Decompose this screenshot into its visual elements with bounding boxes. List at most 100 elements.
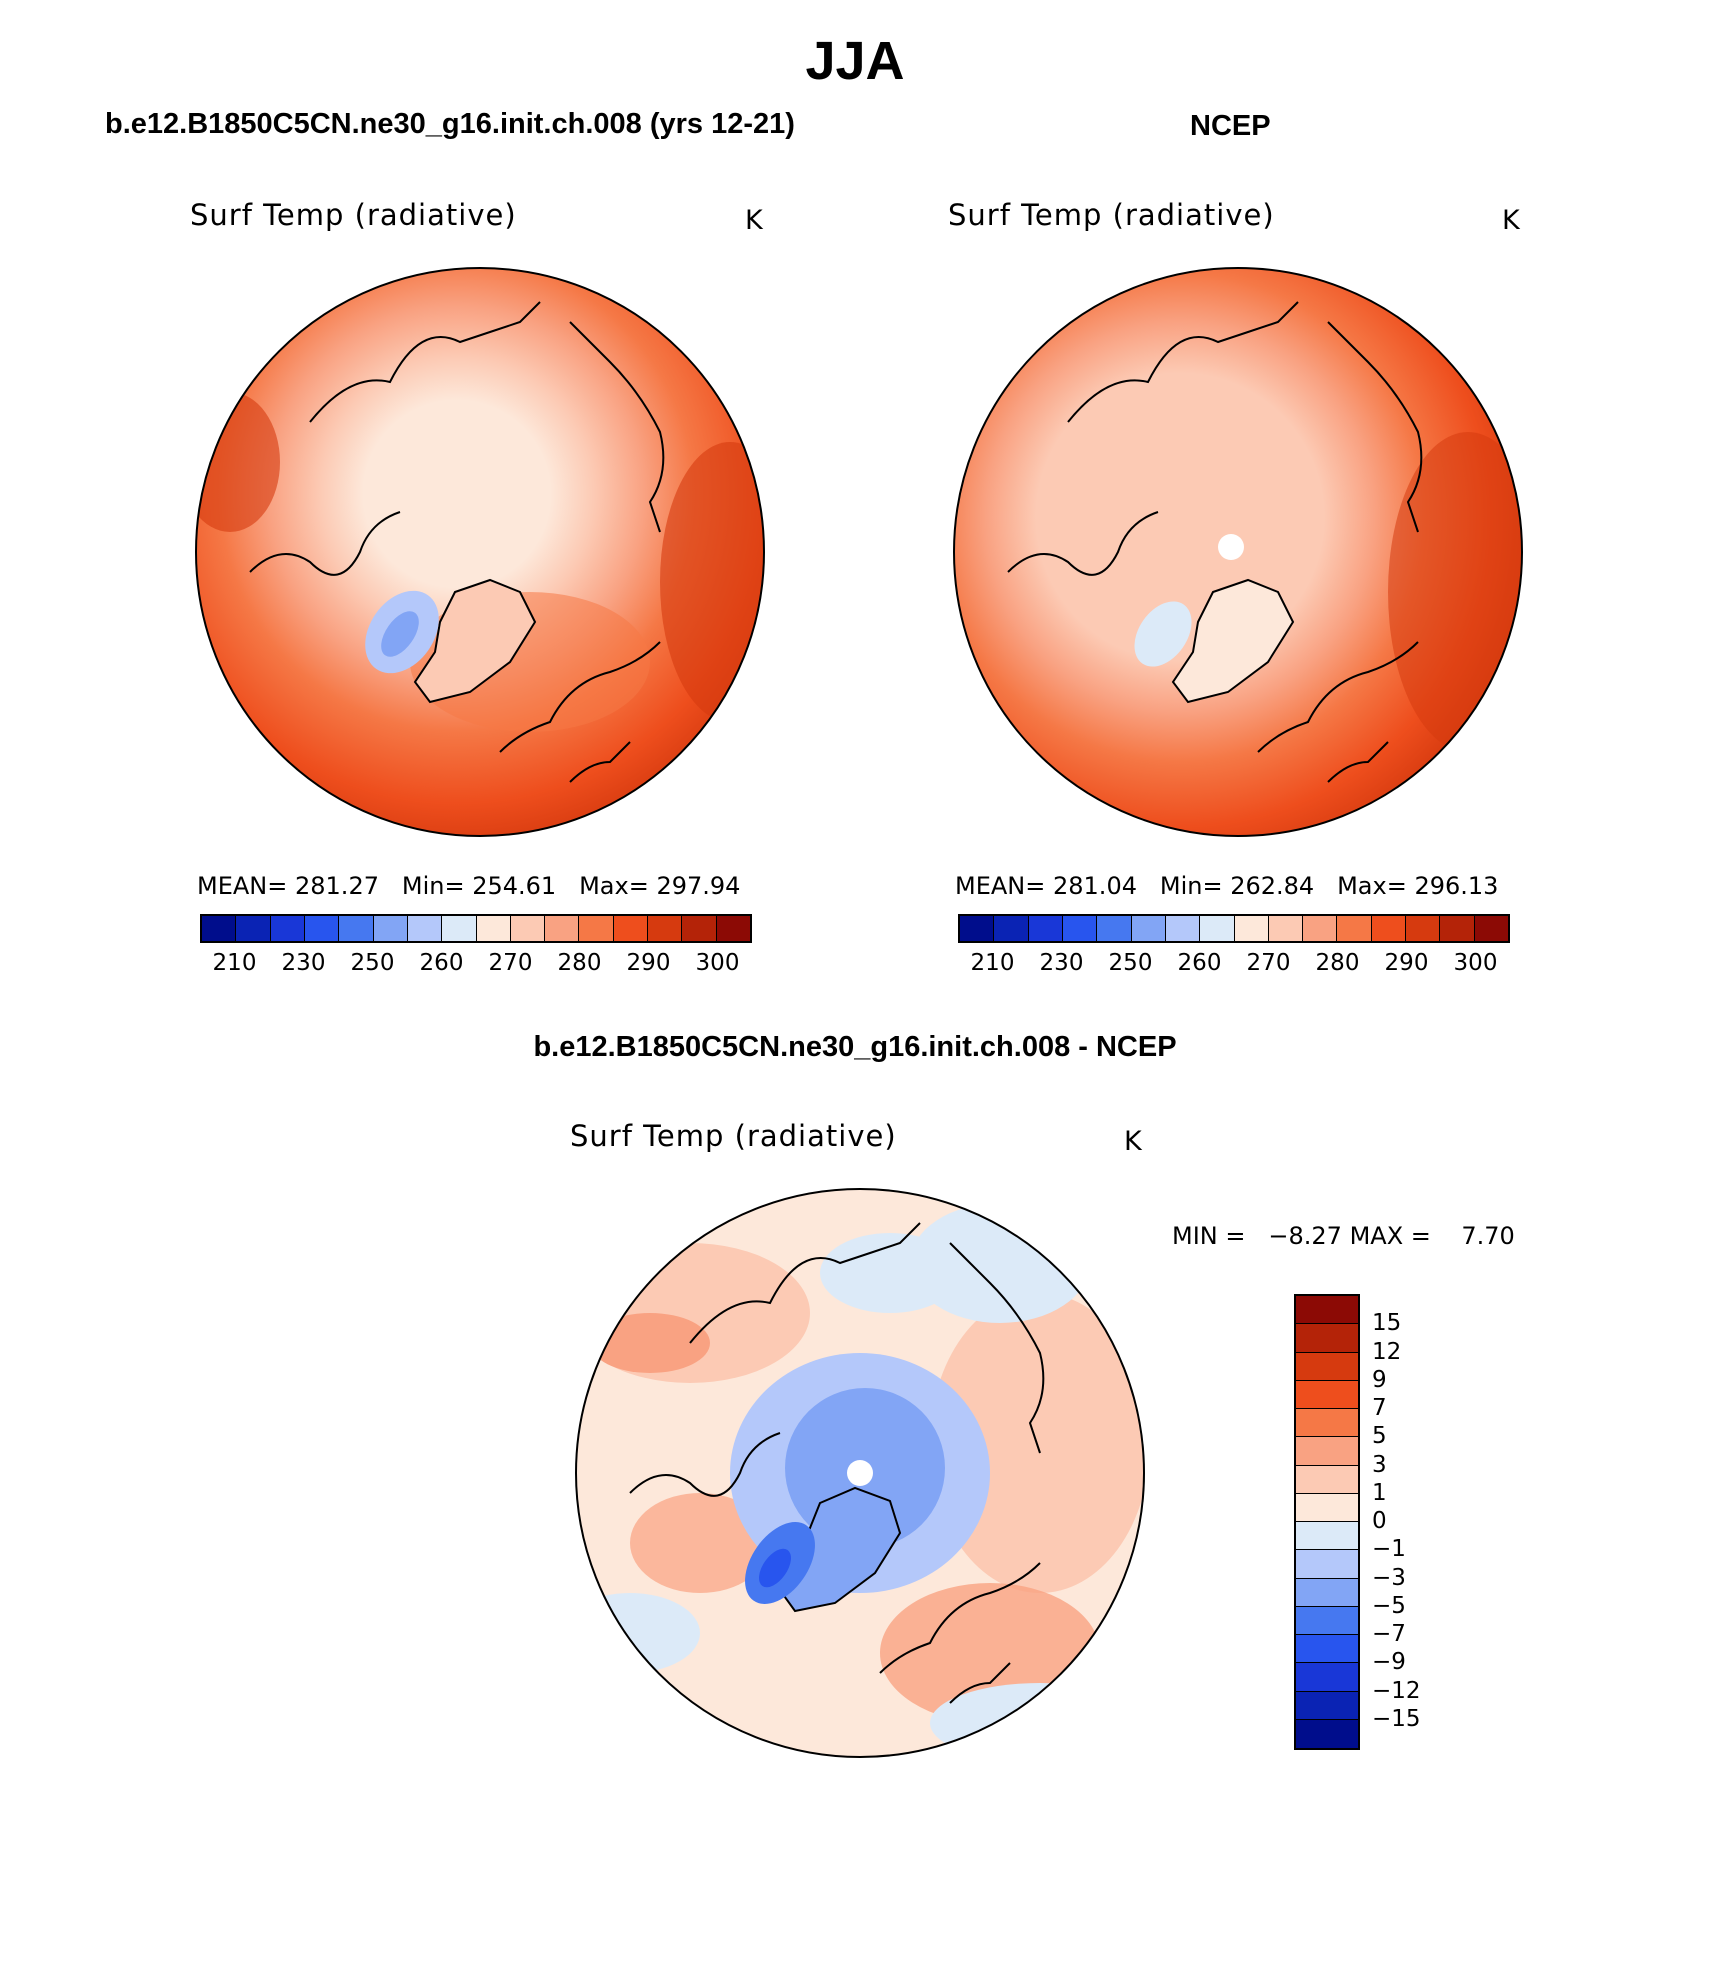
colorbar-tick-label: 210 [970,950,1015,976]
colorbar-tick-label: −9 [1372,1649,1406,1676]
colorbar-tick-label: 230 [281,950,326,976]
colorbar-tick-label: 290 [626,950,671,976]
diff-max-label: MAX = [1349,1222,1431,1250]
figure-title: JJA [805,31,905,91]
obs-polar-map [953,267,1523,837]
colorbar-swatch [579,916,614,941]
colorbar-swatch [1097,916,1132,941]
colorbar-tick-label: 12 [1372,1338,1402,1365]
colorbar-swatch [373,916,408,941]
model-min-value: 254.61 [472,872,557,900]
colorbar-swatch [510,916,546,941]
colorbar-swatch [1296,1409,1358,1438]
colorbar-tick-label: 260 [419,950,464,976]
colorbar-tick-label: 5 [1372,1423,1387,1450]
obs-max-value: 296.13 [1414,872,1499,900]
colorbar-swatch [1296,1522,1358,1551]
colorbar-swatch [202,916,237,941]
difference-panel-title: b.e12.B1850C5CN.ne30_g16.init.ch.008 - N… [533,1031,1177,1063]
colorbar-swatch [1200,916,1235,941]
colorbar-swatch [270,916,305,941]
difference-polar-map [575,1188,1145,1758]
colorbar-tick-label: 7 [1372,1395,1387,1421]
obs-min-value: 262.84 [1230,872,1315,900]
colorbar-swatch [1296,1465,1358,1494]
colorbar-swatch [476,916,511,941]
colorbar-swatch [994,916,1029,941]
colorbar-tick-label: 0 [1372,1508,1387,1534]
obs-mean-value: 281.04 [1053,872,1137,900]
obs-panel-title: NCEP [1190,110,1271,142]
obs-units-label: K [1502,205,1520,236]
colorbar-swatch [407,916,443,941]
model-max-value: 297.94 [656,872,741,900]
colorbar-swatch [1296,1606,1358,1635]
colorbar-tick-label: 250 [1108,950,1153,976]
colorbar-swatch [1296,1380,1358,1409]
colorbar-swatch [339,916,374,941]
model-stats: MEAN= 281.27 Min= 254.61 Max= 297.94 [197,872,740,900]
model-max-label: Max= [579,872,649,900]
colorbar-tick-label: 250 [350,950,395,976]
colorbar-swatch [716,916,750,941]
obs-mean-label: MEAN= [955,872,1046,900]
colorbar-tick-label: −7 [1372,1621,1406,1647]
colorbar-swatch [1296,1663,1358,1692]
colorbar-swatch [960,916,995,941]
colorbar-tick-label: 9 [1372,1366,1387,1393]
obs-colorbar [958,914,1510,943]
colorbar-swatch [682,916,717,941]
colorbar-swatch [613,916,649,941]
colorbar-tick-label: 270 [488,950,533,976]
colorbar-swatch [1268,916,1304,941]
model-variable-label: Surf Temp (radiative) [190,198,517,232]
colorbar-swatch [1296,1352,1358,1381]
colorbar-tick-label: 270 [1246,950,1291,976]
diff-variable-label: Surf Temp (radiative) [570,1119,897,1153]
colorbar-swatch [1296,1719,1358,1748]
colorbar-swatch [1371,916,1407,941]
diff-max-value: 7.70 [1461,1222,1515,1250]
colorbar-tick-label: 230 [1039,950,1084,976]
model-min-label: Min= [401,872,465,900]
colorbar-tick-label: −5 [1372,1592,1406,1619]
colorbar-swatch [1406,916,1441,941]
colorbar-swatch [1296,1493,1358,1522]
colorbar-swatch [304,916,340,941]
colorbar-swatch [1440,916,1475,941]
diff-min-label: MIN = [1172,1222,1246,1250]
colorbar-tick-label: 300 [1453,950,1498,976]
colorbar-tick-label: 290 [1384,950,1429,976]
colorbar-tick-label: 15 [1372,1310,1402,1337]
colorbar-tick-label: −12 [1372,1677,1421,1704]
diff-min-value: −8.27 [1268,1222,1342,1250]
model-panel-title: b.e12.B1850C5CN.ne30_g16.init.ch.008 (yr… [105,108,795,140]
colorbar-tick-label: −15 [1372,1705,1421,1732]
greenland-outline [413,578,537,704]
obs-min-label: Min= [1159,872,1223,900]
colorbar-tick-label: −1 [1372,1536,1406,1563]
colorbar-tick-label: 1 [1372,1479,1387,1506]
colorbar-swatch [1296,1324,1358,1353]
colorbar-swatch [1296,1578,1358,1607]
colorbar-swatch [1337,916,1372,941]
colorbar-swatch [1062,916,1098,941]
model-mean-value: 281.27 [295,872,379,900]
colorbar-swatch [1296,1550,1358,1579]
model-mean-label: MEAN= [197,872,288,900]
colorbar-swatch [1234,916,1269,941]
colorbar-swatch [1474,916,1508,941]
colorbar-swatch [236,916,271,941]
colorbar-swatch [442,916,477,941]
model-polar-map [195,267,765,837]
colorbar-swatch [1296,1635,1358,1664]
model-colorbar-ticks: 210 230 250 260 270 280 290 300 [200,950,752,980]
colorbar-tick-label: 280 [557,950,602,976]
obs-variable-label: Surf Temp (radiative) [948,198,1275,232]
colorbar-swatch [1303,916,1338,941]
colorbar-swatch [1296,1296,1358,1325]
obs-stats: MEAN= 281.04 Min= 262.84 Max= 296.13 [955,872,1498,900]
difference-colorbar [1294,1294,1360,1750]
difference-colorbar-ticks: 15 12 9 7 5 3 1 0 −1 −3 −5 −7 −9 −12 −15 [1372,1294,1452,1750]
model-units-label: K [745,205,763,236]
